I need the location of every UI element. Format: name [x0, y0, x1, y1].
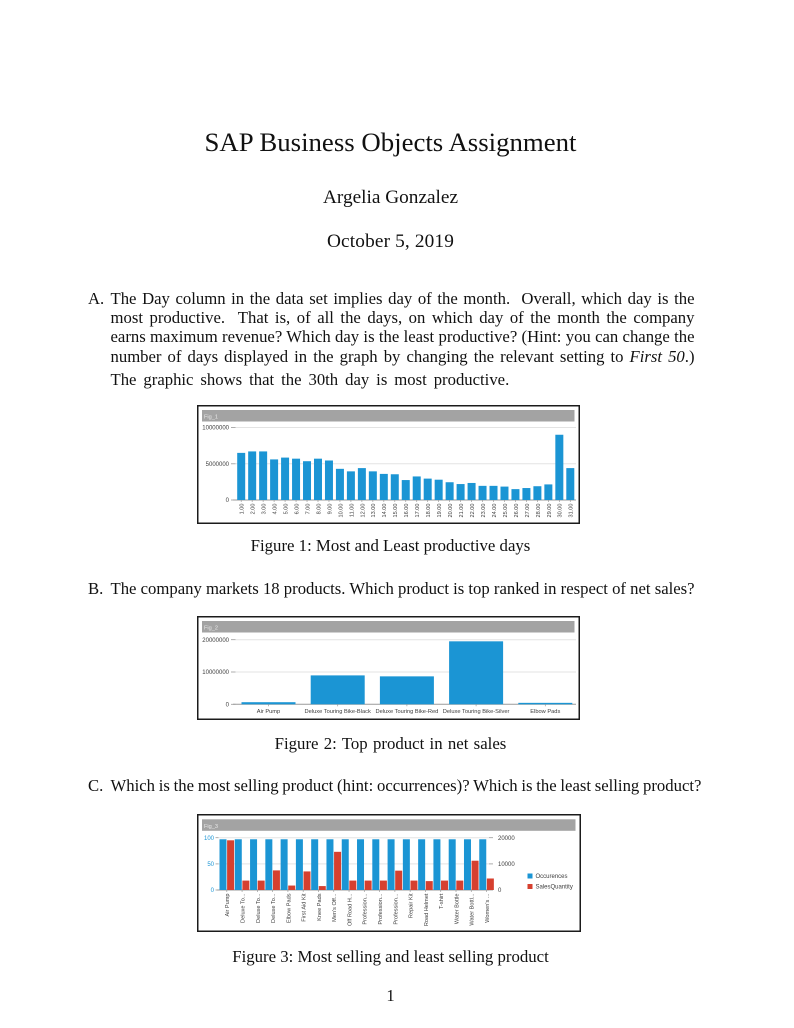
- svg-text:14.00: 14.00: [382, 504, 388, 518]
- svg-text:Water Bottl...: Water Bottl...: [470, 893, 476, 926]
- svg-text:Deluxe To...: Deluxe To...: [271, 893, 277, 923]
- svg-text:0: 0: [226, 703, 230, 709]
- svg-text:29.00: 29.00: [547, 504, 553, 518]
- svg-text:18.00: 18.00: [426, 504, 432, 518]
- svg-text:25.00: 25.00: [503, 504, 509, 518]
- svg-text:50: 50: [207, 862, 214, 868]
- svg-text:5.00: 5.00: [283, 504, 289, 515]
- svg-text:10.00: 10.00: [338, 504, 344, 518]
- svg-text:10000000: 10000000: [202, 426, 229, 432]
- svg-text:Air Pump: Air Pump: [225, 894, 231, 917]
- svg-text:First Aid Kit: First Aid Kit: [302, 893, 308, 922]
- svg-text:Air Pump: Air Pump: [257, 709, 280, 715]
- svg-text:Fig_1: Fig_1: [204, 415, 218, 421]
- svg-text:2.00: 2.00: [251, 504, 257, 515]
- svg-text:Profession...: Profession...: [378, 893, 384, 925]
- svg-text:21.00: 21.00: [459, 504, 465, 518]
- svg-text:6.00: 6.00: [294, 504, 300, 515]
- svg-text:10000: 10000: [498, 862, 515, 868]
- svg-text:19.00: 19.00: [437, 504, 443, 518]
- svg-text:Fig_2: Fig_2: [204, 626, 218, 632]
- svg-text:Deluxe To...: Deluxe To...: [256, 893, 262, 923]
- svg-text:Repair Kit: Repair Kit: [409, 893, 415, 918]
- svg-text:31.00: 31.00: [569, 504, 575, 518]
- svg-text:3.00: 3.00: [262, 504, 268, 515]
- svg-text:23.00: 23.00: [481, 504, 487, 518]
- svg-text:9.00: 9.00: [327, 504, 333, 515]
- svg-text:16.00: 16.00: [404, 504, 410, 518]
- svg-text:Profession...: Profession...: [363, 893, 369, 925]
- svg-text:7.00: 7.00: [305, 504, 311, 515]
- svg-text:20.00: 20.00: [448, 504, 454, 518]
- svg-text:1.00: 1.00: [240, 504, 246, 515]
- svg-text:Women's ...: Women's ...: [485, 893, 491, 923]
- svg-text:5000000: 5000000: [206, 462, 230, 468]
- svg-text:8.00: 8.00: [316, 504, 322, 515]
- svg-text:26.00: 26.00: [514, 504, 520, 518]
- svg-text:11.00: 11.00: [349, 504, 355, 518]
- svg-text:4.00: 4.00: [273, 504, 279, 515]
- svg-text:Road Helmet: Road Helmet: [424, 893, 430, 926]
- svg-text:22.00: 22.00: [470, 504, 476, 518]
- svg-text:Off Road H...: Off Road H...: [347, 893, 353, 926]
- svg-text:Deluxe To...: Deluxe To...: [240, 893, 246, 923]
- svg-text:Fig_3: Fig_3: [204, 824, 218, 830]
- svg-text:27.00: 27.00: [525, 504, 531, 518]
- svg-text:0: 0: [211, 888, 215, 894]
- svg-text:Elbow Pads: Elbow Pads: [530, 709, 560, 715]
- svg-text:20000000: 20000000: [202, 638, 229, 644]
- svg-text:Men's Off...: Men's Off...: [332, 893, 338, 922]
- svg-text:10000000: 10000000: [202, 670, 229, 676]
- svg-text:13.00: 13.00: [371, 504, 377, 518]
- svg-text:28.00: 28.00: [536, 504, 542, 518]
- svg-text:0: 0: [226, 498, 230, 504]
- svg-text:0: 0: [498, 888, 502, 894]
- svg-text:Profession...: Profession...: [393, 893, 399, 925]
- svg-text:100: 100: [204, 836, 215, 842]
- svg-text:Deluxe Touring Bike-Red: Deluxe Touring Bike-Red: [375, 709, 438, 715]
- svg-text:15.00: 15.00: [393, 504, 399, 518]
- svg-text:30.00: 30.00: [558, 504, 564, 518]
- svg-text:20000: 20000: [498, 836, 515, 842]
- svg-text:Deluxe Touring Bike-Silver: Deluxe Touring Bike-Silver: [443, 709, 510, 715]
- svg-text:24.00: 24.00: [492, 504, 498, 518]
- svg-text:17.00: 17.00: [415, 504, 421, 518]
- svg-text:Elbow Pads: Elbow Pads: [286, 893, 292, 923]
- svg-text:Deluxe Touring Bike-Black: Deluxe Touring Bike-Black: [305, 709, 371, 715]
- svg-text:Water Bottle: Water Bottle: [454, 894, 460, 925]
- svg-text:Knee Pads: Knee Pads: [317, 893, 323, 921]
- svg-text:12.00: 12.00: [360, 504, 366, 518]
- svg-text:Occurences: Occurences: [536, 874, 568, 880]
- svg-text:SalesQuantity: SalesQuantity: [536, 885, 573, 891]
- svg-text:T-shirt: T-shirt: [439, 893, 445, 909]
